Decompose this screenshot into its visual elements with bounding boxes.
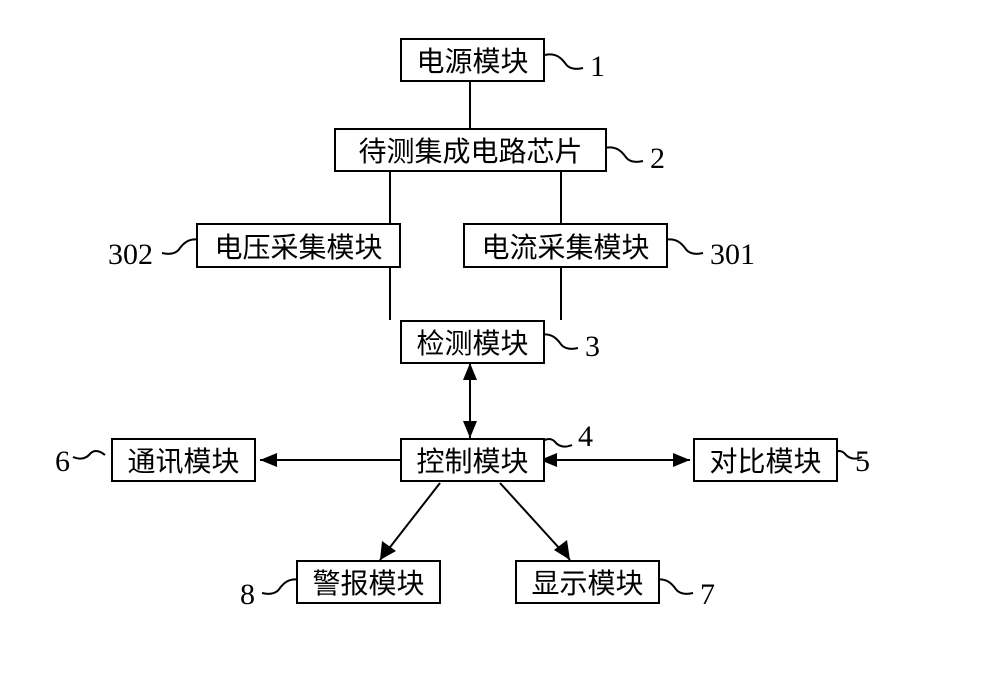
label-4: 4 <box>578 420 593 454</box>
node-display: 显示模块 <box>515 560 660 604</box>
node-text: 待测集成电路芯片 <box>358 130 582 170</box>
node-text: 警报模块 <box>312 562 424 602</box>
label-2: 2 <box>650 142 665 176</box>
label-6: 6 <box>55 445 70 479</box>
node-compare: 对比模块 <box>693 438 838 482</box>
node-voltage-acq: 电压采集模块 <box>196 223 401 268</box>
node-detect: 检测模块 <box>400 320 545 364</box>
label-7: 7 <box>700 578 715 612</box>
node-text: 通讯模块 <box>127 440 239 480</box>
node-current-acq: 电流采集模块 <box>463 223 668 268</box>
node-alarm: 警报模块 <box>296 560 441 604</box>
node-text: 检测模块 <box>416 322 528 362</box>
label-5: 5 <box>855 445 870 479</box>
label-1: 1 <box>590 50 605 84</box>
label-302: 302 <box>108 238 153 272</box>
node-text: 电源模块 <box>416 40 528 80</box>
label-301: 301 <box>710 238 755 272</box>
node-text: 对比模块 <box>709 440 821 480</box>
node-text: 显示模块 <box>531 562 643 602</box>
label-8: 8 <box>240 578 255 612</box>
label-3: 3 <box>585 330 600 364</box>
node-power: 电源模块 <box>400 38 545 82</box>
node-text: 电流采集模块 <box>481 226 649 266</box>
node-dut-chip: 待测集成电路芯片 <box>334 128 607 172</box>
node-text: 电压采集模块 <box>214 226 382 266</box>
node-comm: 通讯模块 <box>111 438 256 482</box>
node-text: 控制模块 <box>416 440 528 480</box>
node-control: 控制模块 <box>400 438 545 482</box>
